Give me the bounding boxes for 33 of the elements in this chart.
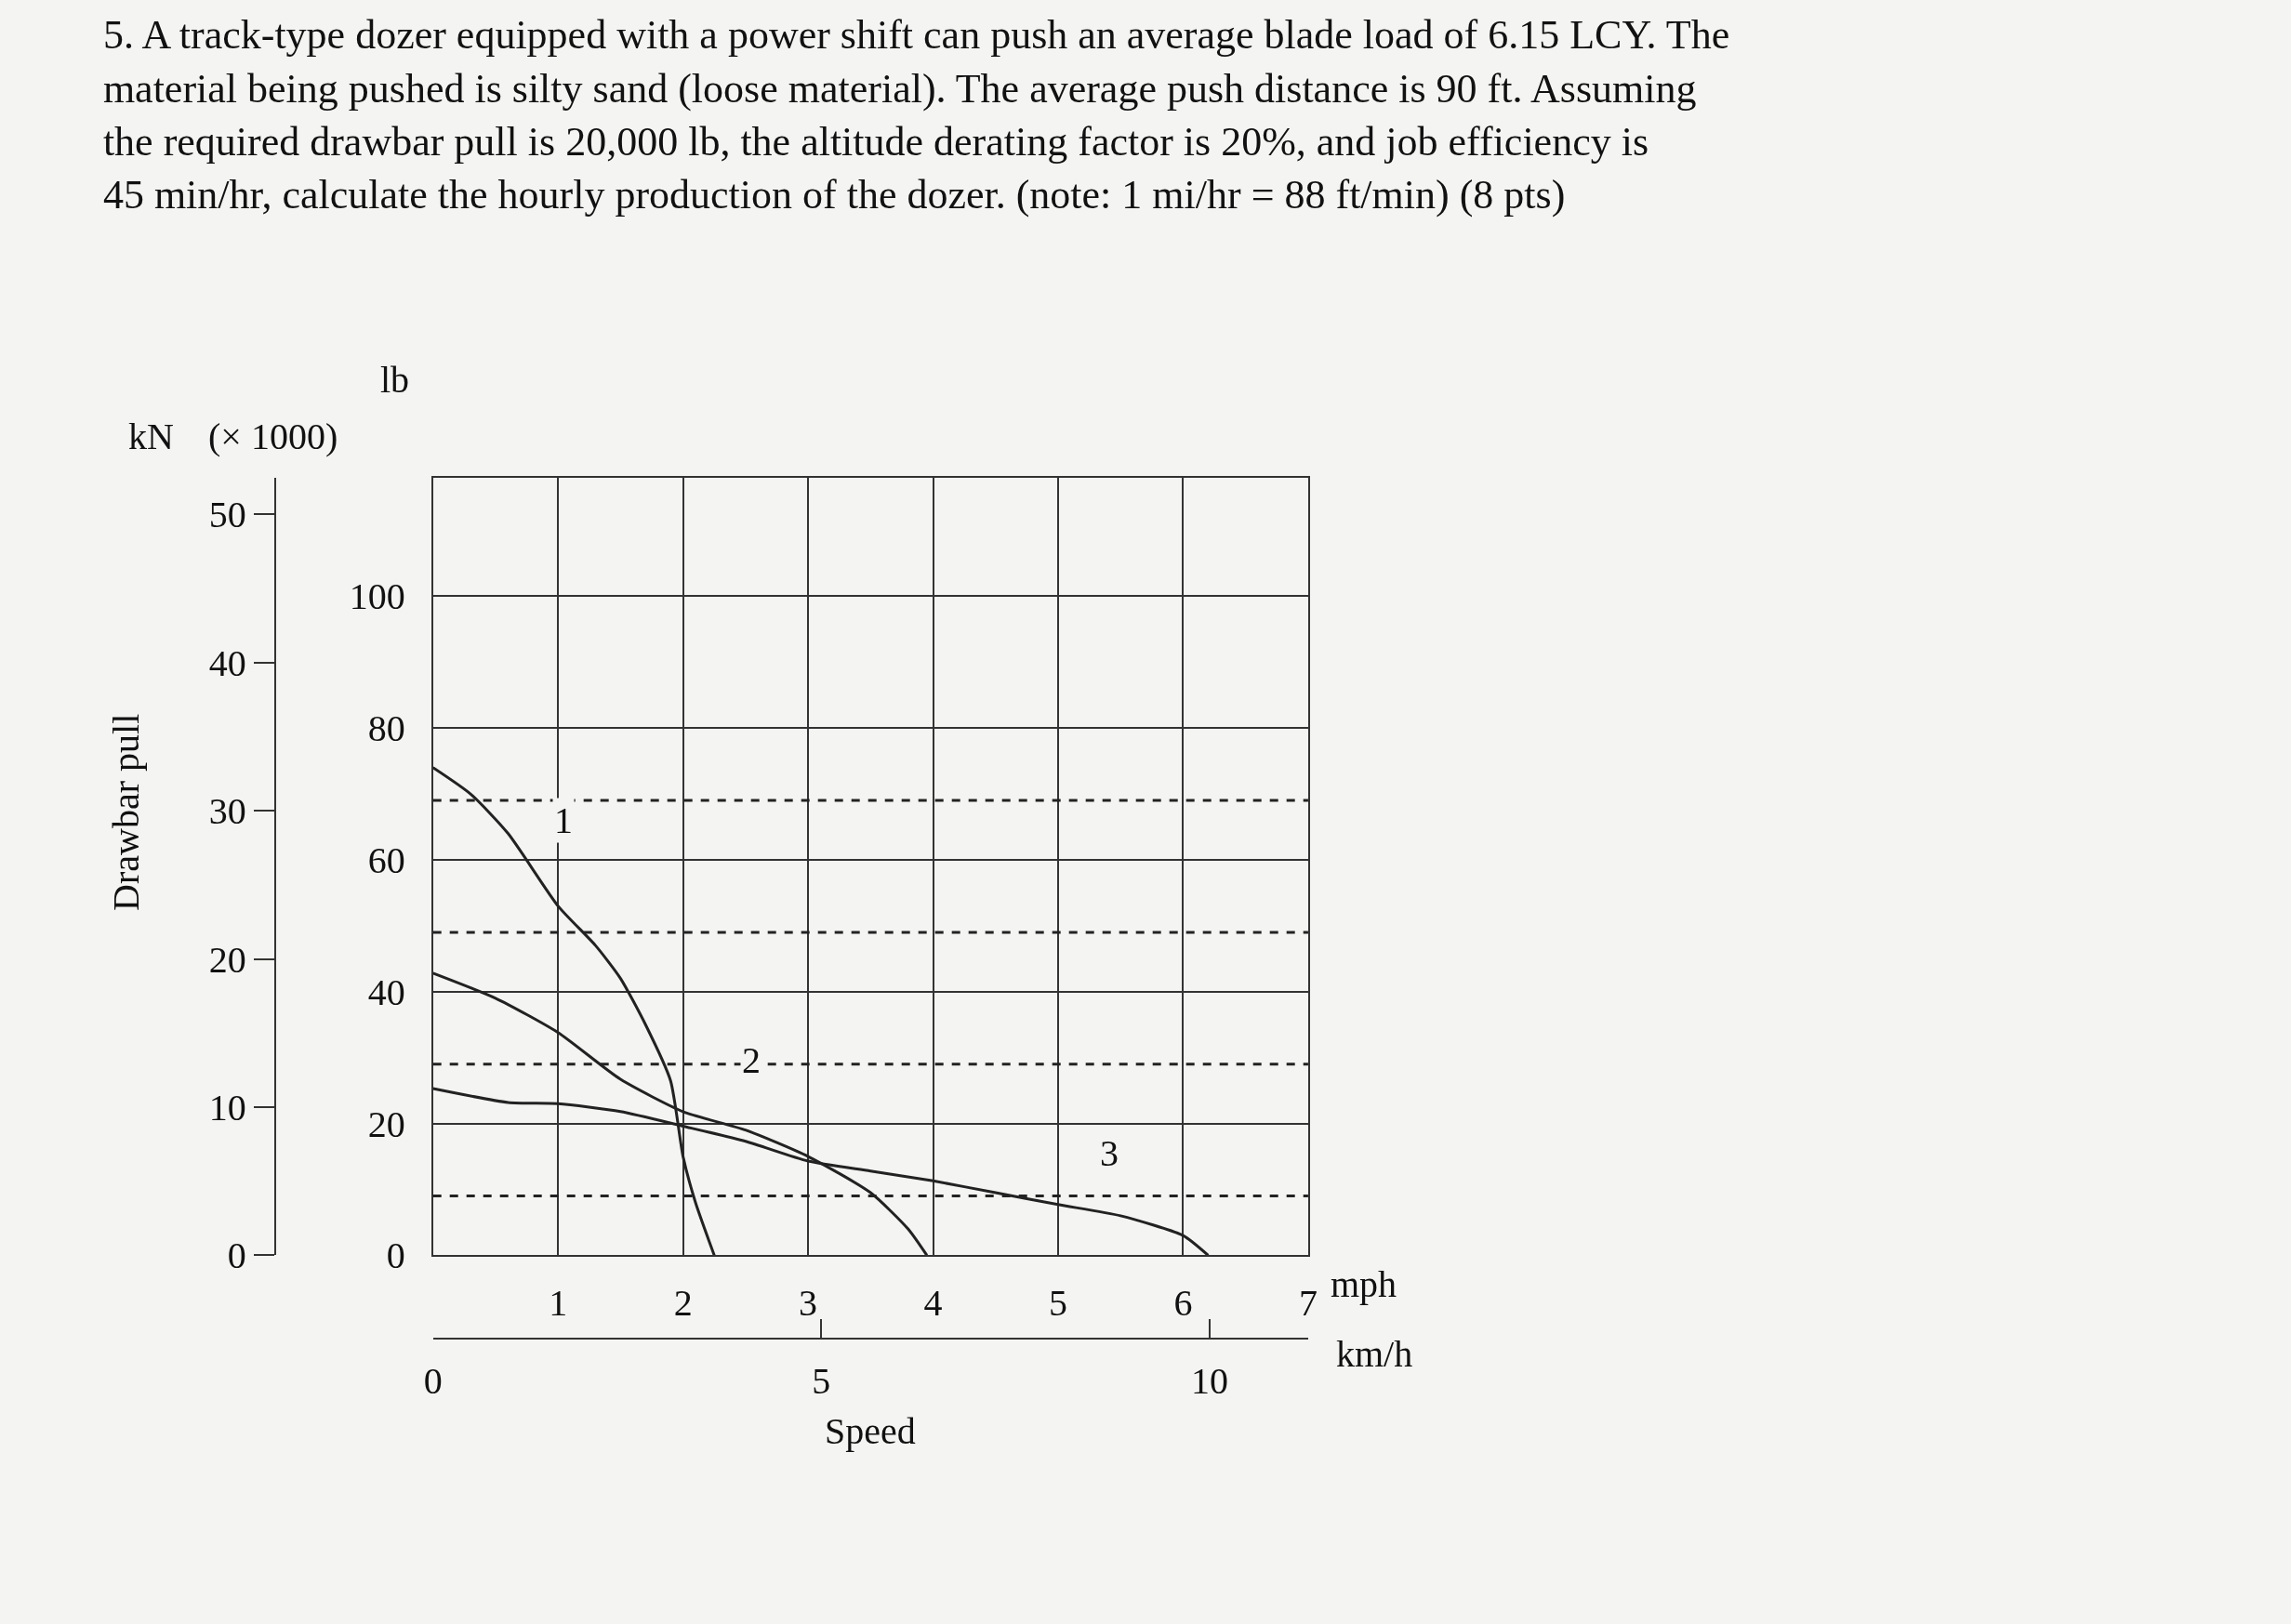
- y-tick-label: 100: [349, 575, 405, 618]
- text: Drawbar pull: [104, 713, 147, 911]
- y2-tick-label: 10: [208, 1087, 246, 1129]
- annotation: 3: [1100, 1132, 1119, 1174]
- x-tick-label: 6: [1173, 1282, 1193, 1325]
- x-tick-label: 7: [1298, 1282, 1318, 1325]
- y2-tick-label: 0: [227, 1235, 246, 1277]
- annotation: 2: [742, 1039, 761, 1081]
- chart-title: 5. A track-type dozer equipped with a power shift can push an average blade load of 6.15 LCY. The material being pushed is silty sand (loose material). The average push distance is 90 ft. Assuming the required drawbar pull is 20,000 lb, the altitude derating factor is 20%, and job efficiency is 45 min/hr, calculate the hourly production of the dozer. (note: 1 mi/hr = 88 ft/min) (8 pts): [102, 12, 1730, 218]
- y-tick-label: 20: [367, 1102, 405, 1145]
- text: lb: [380, 359, 410, 401]
- x2-tick-label: 5: [812, 1359, 831, 1402]
- x2-tick-label: 10: [1190, 1359, 1228, 1402]
- x-axis-title: mph: [1331, 1263, 1397, 1305]
- y2-tick-label: 20: [208, 938, 246, 981]
- x-tick-label: 2: [673, 1282, 693, 1325]
- y-tick-label: 0: [386, 1235, 405, 1277]
- x-tick-label: 1: [549, 1282, 568, 1325]
- y2-tick-label: 30: [208, 790, 246, 833]
- y-tick-label: 40: [367, 970, 405, 1013]
- annotation: 1: [554, 799, 573, 841]
- y2-axis-title: kN: [128, 416, 174, 457]
- x2-tick-label: 0: [423, 1359, 443, 1402]
- text: Speed: [825, 1410, 916, 1452]
- y-tick-label: 80: [367, 707, 405, 750]
- y2-tick-label: 50: [208, 494, 246, 536]
- x-tick-label: 4: [923, 1282, 943, 1325]
- x-tick-label: 5: [1049, 1282, 1068, 1325]
- y2-tick-label: 40: [208, 641, 246, 684]
- x2-axis-title: km/h: [1336, 1333, 1413, 1375]
- y-tick-label: 60: [367, 838, 405, 881]
- text: (× 1000): [208, 416, 338, 457]
- x-tick-label: 3: [799, 1282, 818, 1325]
